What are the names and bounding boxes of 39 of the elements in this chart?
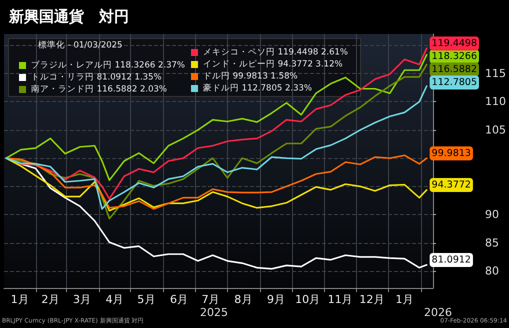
text: 2026 xyxy=(424,306,452,319)
legend-label: 豪ドル円 112.7805 2.33% xyxy=(203,82,312,94)
legend-label: 南ア・ランド円 116.5882 2.03% xyxy=(31,84,167,94)
x-tick-label: 1月 xyxy=(10,293,29,306)
x-tick-label: 4月 xyxy=(106,293,124,306)
legend-label: ドル円 99.9813 1.58% xyxy=(203,72,298,82)
data-label: 119.4498 xyxy=(432,38,478,49)
legend-title: 標準化 - 01/03/2025 xyxy=(38,40,122,50)
x-tick-label: 5月 xyxy=(137,293,156,306)
chart-title: 新興国通貨 対円 xyxy=(8,8,129,26)
y-tick-label: 115 xyxy=(485,67,506,80)
data-label: 99.9813 xyxy=(432,148,471,159)
text: 2025 xyxy=(200,306,228,319)
x-tick-label: 10月 xyxy=(295,293,320,306)
x-tick-label: 6月 xyxy=(170,293,188,306)
legend-label: ブラジル・レアル円 118.3266 2.37% xyxy=(31,60,185,70)
y-tick-label: 85 xyxy=(485,236,499,250)
x-tick-label: 9月 xyxy=(266,293,285,306)
line-series xyxy=(5,85,428,210)
data-label: 94.3772 xyxy=(432,179,471,190)
x-tick-label: 2月 xyxy=(41,293,60,306)
x-tick-label: 7月 xyxy=(202,293,220,306)
data-label: 116.5882 xyxy=(432,64,478,75)
x-tick-label: 3月 xyxy=(73,293,91,306)
y-tick-label: 105 xyxy=(485,123,506,136)
legend-label: トルコ・リラ円 81.0912 1.35% xyxy=(31,72,162,82)
y-tick-label: 80 xyxy=(485,264,499,278)
x-tick-label: 12月 xyxy=(359,293,384,306)
x-tick-label: 8月 xyxy=(234,293,252,306)
x-tick-label: 11月 xyxy=(328,293,353,306)
x-tick-label: 1月 xyxy=(396,293,414,306)
legend-label: メキシコ・ペソ円 119.4498 2.61% xyxy=(203,48,348,58)
data-label: 81.0912 xyxy=(432,254,471,266)
line-series xyxy=(5,54,428,181)
y-tick-label: 90 xyxy=(485,208,499,222)
data-label: 112.7805 xyxy=(432,76,478,88)
y-tick-label: 110 xyxy=(485,95,506,108)
legend-label: インド・ルピー円 94.3772 3.12% xyxy=(203,58,343,70)
data-label: 118.3266 xyxy=(432,50,478,62)
